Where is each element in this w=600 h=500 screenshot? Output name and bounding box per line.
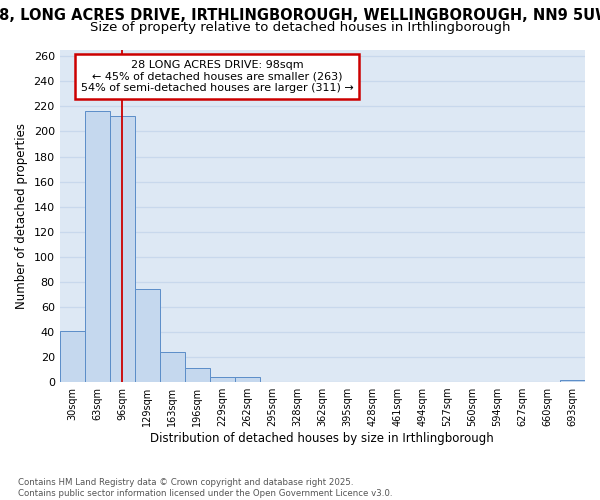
X-axis label: Distribution of detached houses by size in Irthlingborough: Distribution of detached houses by size … [151, 432, 494, 445]
Bar [110, 116, 135, 382]
Bar [85, 112, 110, 382]
Bar [160, 352, 185, 382]
Text: 28, LONG ACRES DRIVE, IRTHLINGBOROUGH, WELLINGBOROUGH, NN9 5UW: 28, LONG ACRES DRIVE, IRTHLINGBOROUGH, W… [0, 8, 600, 22]
Bar [235, 377, 260, 382]
Text: 28 LONG ACRES DRIVE: 98sqm
← 45% of detached houses are smaller (263)
54% of sem: 28 LONG ACRES DRIVE: 98sqm ← 45% of deta… [81, 60, 353, 93]
Bar [210, 377, 235, 382]
Y-axis label: Number of detached properties: Number of detached properties [15, 123, 28, 309]
Bar [59, 330, 85, 382]
Bar [135, 290, 160, 382]
Bar [185, 368, 210, 382]
Bar [560, 380, 585, 382]
Text: Contains HM Land Registry data © Crown copyright and database right 2025.
Contai: Contains HM Land Registry data © Crown c… [18, 478, 392, 498]
Text: Size of property relative to detached houses in Irthlingborough: Size of property relative to detached ho… [90, 21, 510, 34]
